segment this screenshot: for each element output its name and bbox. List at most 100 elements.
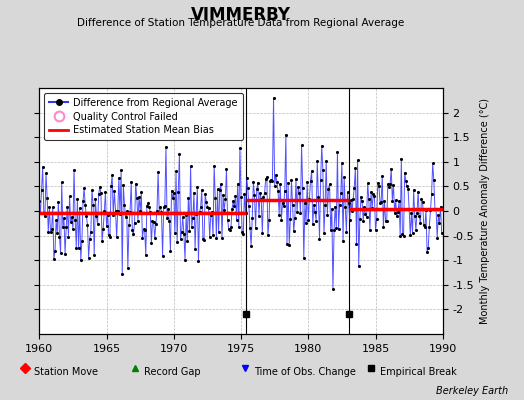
Point [74, 245, 83, 252]
Point [264, 232, 272, 239]
Point [309, 221, 317, 228]
Point [345, 217, 354, 224]
Point [204, 205, 213, 212]
Point [129, 231, 138, 237]
Point [227, 224, 235, 230]
Point [162, 144, 170, 150]
Point [422, 207, 430, 213]
Point [118, 271, 126, 277]
Point [153, 207, 161, 214]
Point [250, 192, 259, 198]
Point [278, 199, 287, 206]
Point [111, 207, 119, 214]
Point [191, 246, 199, 252]
Point [286, 216, 294, 222]
Point [54, 198, 62, 205]
Point [180, 230, 188, 237]
Point [102, 222, 111, 229]
Point [326, 227, 335, 234]
Point [113, 234, 121, 240]
Point [139, 226, 148, 232]
Point [389, 182, 398, 188]
Point [272, 179, 281, 185]
Point [252, 225, 260, 232]
Point [292, 176, 300, 182]
Point [192, 211, 200, 217]
Point [66, 193, 74, 200]
Point [316, 177, 325, 184]
Point [36, 210, 45, 216]
Point [249, 179, 258, 185]
Point [366, 227, 374, 233]
Point [158, 253, 167, 259]
Point [369, 191, 377, 197]
Point [334, 226, 343, 232]
Point [271, 172, 280, 178]
Point [194, 258, 203, 264]
Point [134, 218, 142, 224]
Text: Empirical Break: Empirical Break [380, 367, 456, 377]
Point [215, 186, 224, 193]
Point [223, 216, 232, 223]
Point [151, 221, 160, 227]
Point [266, 178, 275, 184]
Point [114, 208, 122, 214]
Point [401, 178, 410, 184]
Point [423, 249, 431, 255]
Point [279, 203, 288, 210]
Point [287, 176, 296, 183]
Point [312, 217, 320, 224]
Point [169, 195, 177, 201]
Point [335, 202, 344, 208]
Point [53, 230, 61, 236]
Point [420, 222, 428, 228]
Point [109, 212, 117, 218]
Point [213, 186, 222, 192]
Point [364, 180, 372, 186]
Point [86, 228, 95, 235]
Point [301, 200, 309, 206]
Point [375, 182, 383, 189]
Point [165, 218, 173, 224]
Point [58, 179, 66, 186]
Point [324, 186, 333, 192]
Point [303, 179, 311, 185]
Point [244, 185, 252, 191]
Point [344, 200, 353, 207]
Point [376, 200, 384, 206]
Point [94, 191, 103, 197]
Point [426, 207, 434, 214]
Point [339, 238, 347, 244]
Point [229, 198, 237, 204]
Point [298, 142, 306, 148]
Point [201, 190, 210, 197]
Point [367, 189, 375, 195]
Point [210, 162, 219, 169]
Point [361, 210, 369, 217]
Point [206, 212, 215, 218]
Point [77, 257, 85, 263]
Point [101, 189, 110, 195]
Point [81, 202, 90, 208]
Point [126, 208, 134, 215]
Point [228, 206, 236, 212]
Point [222, 166, 231, 172]
Point [411, 213, 419, 219]
Point [331, 204, 340, 210]
Point [60, 215, 68, 221]
Point [351, 165, 359, 171]
Point [248, 215, 256, 221]
Point [172, 168, 180, 174]
Point [179, 214, 187, 220]
Point [314, 194, 323, 200]
Point [257, 196, 265, 202]
Point [185, 227, 194, 234]
Point [400, 169, 409, 176]
Point [256, 189, 264, 196]
Point [388, 198, 397, 204]
Point [284, 180, 292, 186]
Point [329, 286, 337, 293]
Point [310, 202, 318, 208]
Point [377, 199, 385, 205]
Point [391, 197, 400, 204]
